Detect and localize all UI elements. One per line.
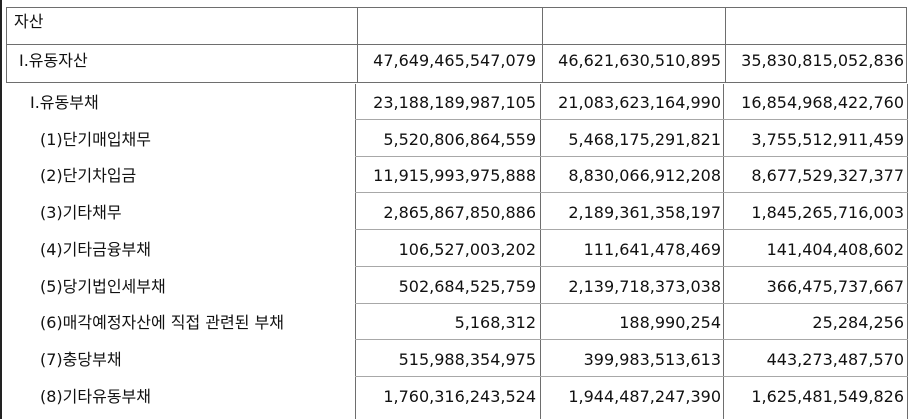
col-divider-1: [357, 8, 358, 82]
row-label: (8)기타유동부채: [40, 386, 151, 406]
row-value-1: 5,520,806,864,559: [383, 129, 536, 149]
row-value-3: 8,677,529,327,377: [751, 166, 904, 186]
row-value-1: 5,168,312: [454, 313, 536, 333]
row-value-1: 515,988,354,975: [398, 349, 536, 369]
row-separator: [355, 192, 908, 193]
assets-value-1: 47,649,465,547,079: [373, 51, 536, 70]
row-label: Ⅰ.유동부채: [30, 93, 99, 112]
col-divider-2: [542, 8, 543, 82]
assets-label: Ⅰ.유동자산: [19, 51, 88, 70]
row-value-3: 366,475,737,667: [766, 276, 904, 296]
row-value-3: 25,284,256: [812, 313, 904, 333]
row-separator: [355, 229, 908, 230]
row-label: (3)기타채무: [40, 203, 122, 223]
row-value-1: 106,527,003,202: [398, 239, 536, 259]
row-separator: [355, 119, 908, 120]
row-value-3: 443,273,487,570: [766, 349, 904, 369]
row-value-3: 1,625,481,549,826: [751, 386, 904, 406]
row-value-1: 23,188,189,987,105: [373, 93, 536, 112]
row-label: (2)단기차입금: [40, 166, 137, 186]
assets-value-3: 35,830,815,052,836: [741, 51, 904, 70]
row-separator: [355, 376, 908, 377]
row-value-3: 3,755,512,911,459: [751, 129, 904, 149]
lower-col-divider-2: [723, 84, 724, 419]
row-separator: [355, 156, 908, 157]
row-value-2: 399,983,513,613: [583, 349, 721, 369]
row-value-3: 16,854,968,422,760: [741, 93, 904, 112]
row-value-2: 111,641,478,469: [583, 239, 721, 259]
left-border: [0, 0, 2, 419]
lower-col-divider-0: [355, 84, 356, 419]
row-value-2: 1,944,487,247,390: [568, 386, 721, 406]
row-value-2: 5,468,175,291,821: [568, 129, 721, 149]
row-value-3: 1,845,265,716,003: [751, 203, 904, 223]
row-label: (6)매각예정자산에 직접 관련된 부채: [40, 313, 285, 333]
assets-value-2: 46,621,630,510,895: [558, 51, 721, 70]
assets-divider: [7, 44, 906, 45]
row-value-1: 502,684,525,759: [398, 276, 536, 296]
row-value-2: 2,139,718,373,038: [568, 276, 721, 296]
col-divider-3: [725, 8, 726, 82]
assets-block: [6, 7, 907, 83]
row-label: (4)기타금융부채: [40, 239, 151, 259]
row-label: (5)당기법인세부채: [40, 276, 166, 296]
row-value-1: 11,915,993,975,888: [373, 166, 536, 186]
row-value-3: 141,404,408,602: [766, 239, 904, 259]
row-value-2: 21,083,623,164,990: [558, 93, 721, 112]
row-value-1: 2,865,867,850,886: [383, 203, 536, 223]
row-value-2: 2,189,361,358,197: [568, 203, 721, 223]
lower-col-divider-1: [540, 84, 541, 419]
row-value-1: 1,760,316,243,524: [383, 386, 536, 406]
header-label: 자산: [14, 12, 44, 31]
row-separator: [355, 266, 908, 267]
row-label: (1)단기매입채무: [40, 129, 151, 149]
row-value-2: 8,830,066,912,208: [568, 166, 721, 186]
row-separator: [355, 339, 908, 340]
row-separator: [355, 303, 908, 304]
lower-col-divider-3: [907, 84, 908, 419]
row-value-2: 188,990,254: [619, 313, 721, 333]
row-label: (7)충당부채: [40, 349, 122, 369]
